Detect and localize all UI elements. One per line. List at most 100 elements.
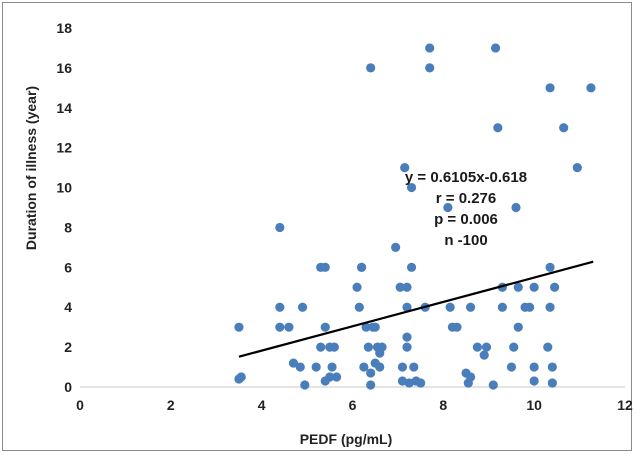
data-point (391, 242, 401, 252)
y-tick-label: 14 (56, 100, 72, 116)
data-points (234, 43, 596, 390)
x-tick-label: 2 (167, 397, 175, 413)
data-point (493, 123, 503, 133)
data-point (402, 302, 412, 312)
data-point (543, 342, 553, 352)
data-point (329, 342, 339, 352)
x-tick-label: 6 (349, 397, 357, 413)
data-point (529, 282, 539, 292)
data-point (445, 302, 455, 312)
data-point (361, 322, 371, 332)
data-point (316, 342, 326, 352)
data-point (332, 372, 342, 382)
annotation-block: y = 0.6105x-0.618 r = 0.276 p = 0.006 n -10… (405, 169, 527, 249)
data-point (354, 302, 364, 312)
annotation-line: n -100 (444, 232, 487, 249)
data-point (370, 322, 380, 332)
data-point (513, 282, 523, 292)
data-point (547, 362, 557, 372)
trendline (238, 260, 594, 358)
data-point (572, 163, 582, 173)
data-point (481, 342, 492, 352)
data-point (352, 282, 362, 292)
data-point (275, 222, 285, 233)
data-point (402, 282, 412, 292)
y-tick-label: 10 (56, 180, 72, 196)
data-point (425, 43, 435, 53)
y-tick-label: 4 (64, 299, 72, 315)
data-point (490, 43, 501, 53)
data-point (465, 372, 476, 382)
data-point (402, 342, 412, 352)
y-tick-label: 12 (56, 140, 72, 156)
data-point (586, 83, 596, 93)
x-tick-label: 0 (76, 397, 84, 413)
data-point (511, 202, 521, 213)
data-point (488, 380, 498, 390)
x-tick-labels: 0 2 4 6 8 10 12 (76, 397, 633, 413)
data-point (529, 362, 539, 372)
y-axis-title: Duration of illness (year) (23, 86, 39, 250)
data-point (506, 362, 517, 372)
data-point (406, 182, 417, 193)
data-point (397, 362, 408, 372)
data-point (545, 302, 555, 312)
data-point (236, 372, 246, 382)
data-point (300, 380, 310, 390)
data-point (320, 262, 330, 272)
data-point (400, 163, 410, 173)
data-point (275, 322, 285, 332)
data-point (545, 83, 555, 93)
y-tick-label: 16 (56, 60, 72, 76)
y-tick-label: 8 (64, 219, 72, 235)
y-tick-label: 6 (64, 259, 72, 275)
annotation-line: r = 0.276 (436, 190, 496, 207)
x-tick-label: 12 (617, 397, 633, 413)
data-point (275, 302, 285, 312)
data-point (320, 322, 330, 332)
annotation-line: y = 0.6105x-0.618 (405, 169, 527, 186)
data-point (395, 282, 405, 292)
data-point (452, 322, 462, 332)
data-point (513, 322, 523, 332)
data-point (443, 202, 453, 213)
data-point (325, 372, 335, 382)
y-tick-label: 2 (64, 339, 72, 355)
y-tick-label: 0 (64, 379, 72, 395)
data-point (406, 262, 417, 272)
data-point (295, 362, 305, 372)
data-point (297, 302, 308, 312)
x-axis-title: PEDF (pg/mL) (300, 431, 393, 447)
data-point (465, 302, 476, 312)
data-point (425, 63, 435, 73)
data-point (359, 362, 369, 372)
data-point (366, 380, 376, 390)
x-tick-label: 10 (526, 397, 542, 413)
data-point (559, 123, 569, 133)
data-point (472, 342, 482, 352)
data-point (525, 302, 535, 312)
data-point (363, 342, 373, 352)
data-point (497, 302, 507, 312)
data-point (545, 262, 555, 272)
data-point (409, 362, 419, 372)
y-tick-labels: 0 2 4 6 8 10 12 14 16 18 (56, 20, 72, 395)
data-point (284, 322, 294, 332)
data-point (377, 342, 387, 352)
data-point (366, 63, 376, 73)
data-point (366, 368, 376, 378)
data-point (375, 362, 385, 372)
data-point (402, 332, 412, 342)
data-point (416, 378, 426, 388)
chart-frame (2, 2, 632, 451)
data-point (509, 342, 519, 352)
data-point (547, 378, 557, 388)
x-tick-label: 8 (439, 397, 447, 413)
data-point (529, 376, 539, 386)
data-point (356, 262, 367, 272)
data-point (327, 362, 337, 372)
data-point (550, 282, 560, 292)
data-point (479, 350, 489, 360)
annotation-line: p = 0.006 (434, 211, 498, 228)
